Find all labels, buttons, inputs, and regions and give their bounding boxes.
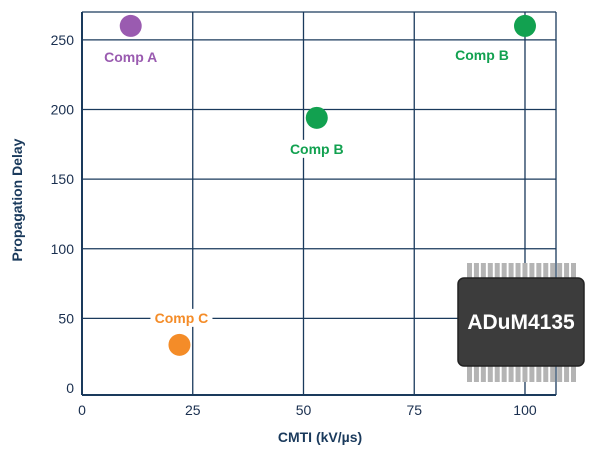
x-axis-label: CMTI (kV/µs) [278, 429, 362, 445]
data-point [168, 333, 191, 356]
chip-pin [508, 263, 514, 279]
chip-pin [550, 365, 556, 382]
data-point [513, 14, 536, 37]
point-label-bg [150, 308, 213, 327]
chip-pin [480, 365, 486, 382]
tick-labels: 0 25 50 75 100 0 50 100 150 200 250 [51, 32, 537, 418]
chip-pin [508, 365, 514, 382]
y-tick-label: 250 [51, 32, 75, 48]
chip-pin [515, 365, 521, 382]
chip-pin [529, 365, 535, 382]
chip-pin [522, 365, 528, 382]
chip-pin [473, 365, 479, 382]
chip-pin [536, 365, 542, 382]
y-tick-label: 0 [66, 380, 74, 396]
chip-pin [529, 263, 535, 279]
point-label: Comp C [155, 310, 209, 326]
x-tick-label: 50 [296, 402, 312, 418]
chip-pin [494, 365, 500, 382]
chip-pin [467, 263, 472, 279]
x-tick-label: 75 [406, 402, 422, 418]
data-point [305, 106, 328, 129]
chip-pin [515, 263, 521, 279]
chip-pin [522, 263, 528, 279]
chip-pin [571, 263, 576, 279]
chip-pin [480, 263, 486, 279]
data-point [119, 14, 142, 37]
y-axis-label: Propagation Delay [9, 138, 25, 261]
point-label-bg [99, 47, 162, 66]
chip-label: ADuM4135 [467, 311, 575, 334]
y-tick-label: 100 [51, 241, 75, 257]
data-points [119, 14, 536, 356]
y-tick-label: 150 [51, 171, 75, 187]
y-tick-label: 50 [58, 310, 74, 326]
chip-pin [550, 263, 556, 279]
x-tick-label: 25 [185, 402, 201, 418]
point-label-bg [285, 139, 348, 158]
y-tick-label: 200 [51, 101, 75, 117]
axes [81, 12, 556, 396]
chip-pin [571, 365, 576, 382]
x-tick-label: 0 [78, 402, 86, 418]
chip-pin [487, 365, 493, 382]
point-labels: Comp A Comp B Comp B Comp C [99, 45, 513, 327]
grid-lines [82, 11, 557, 395]
point-label: Comp B [290, 141, 344, 157]
chip-body [457, 277, 585, 367]
chip-pin [487, 263, 493, 279]
point-label: Comp A [104, 49, 157, 65]
chip-pins [467, 263, 576, 382]
chip-pin [536, 263, 542, 279]
chip-pin [543, 365, 549, 382]
chip-pin [564, 365, 570, 382]
chip-pin [494, 263, 500, 279]
chip-pin [557, 263, 563, 279]
point-label-bg [450, 45, 513, 64]
chip-pin [543, 263, 549, 279]
point-label: Comp B [455, 47, 509, 63]
chip-pin [564, 263, 570, 279]
chip-illustration: ADuM4135 [457, 263, 585, 382]
chip-pin [501, 263, 507, 279]
chip-pin [473, 263, 479, 279]
chip-pin [557, 365, 563, 382]
chip-pin [467, 365, 472, 382]
chip-pin [501, 365, 507, 382]
x-tick-label: 100 [513, 402, 537, 418]
